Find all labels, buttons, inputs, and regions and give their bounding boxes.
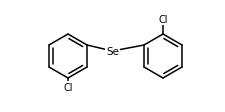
Text: Se: Se <box>106 47 119 56</box>
Text: Cl: Cl <box>158 15 168 25</box>
Text: Cl: Cl <box>63 82 73 92</box>
